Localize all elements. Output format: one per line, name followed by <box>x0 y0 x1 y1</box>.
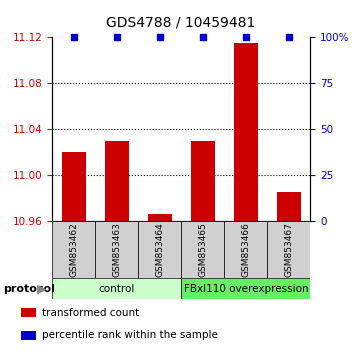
FancyBboxPatch shape <box>95 221 138 278</box>
Bar <box>277 193 301 221</box>
Bar <box>148 215 172 221</box>
Text: GSM853462: GSM853462 <box>69 222 78 277</box>
Bar <box>21 331 36 340</box>
Text: GSM853466: GSM853466 <box>242 222 251 277</box>
FancyBboxPatch shape <box>225 221 268 278</box>
FancyBboxPatch shape <box>268 221 310 278</box>
FancyBboxPatch shape <box>181 278 310 299</box>
Bar <box>21 308 36 317</box>
FancyBboxPatch shape <box>181 221 225 278</box>
Text: GSM853467: GSM853467 <box>284 222 293 277</box>
Text: FBxl110 overexpression: FBxl110 overexpression <box>184 284 308 293</box>
Text: GSM853465: GSM853465 <box>199 222 208 277</box>
Text: control: control <box>99 284 135 293</box>
Text: percentile rank within the sample: percentile rank within the sample <box>43 330 218 341</box>
Text: ▶: ▶ <box>37 282 46 295</box>
Bar <box>62 152 86 221</box>
Text: GDS4788 / 10459481: GDS4788 / 10459481 <box>106 16 255 30</box>
FancyBboxPatch shape <box>52 221 95 278</box>
FancyBboxPatch shape <box>138 221 181 278</box>
Bar <box>191 141 215 221</box>
Text: GSM853463: GSM853463 <box>112 222 121 277</box>
Bar <box>234 43 258 221</box>
Text: GSM853464: GSM853464 <box>155 222 164 277</box>
Text: transformed count: transformed count <box>43 308 140 318</box>
Bar <box>105 141 129 221</box>
FancyBboxPatch shape <box>52 278 181 299</box>
Text: protocol: protocol <box>4 284 56 293</box>
